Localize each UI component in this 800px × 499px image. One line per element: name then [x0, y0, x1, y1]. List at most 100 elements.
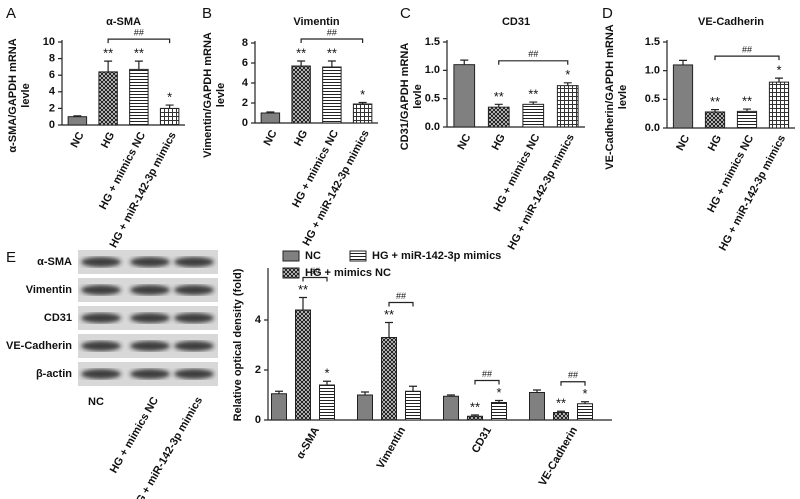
blot-band [130, 369, 170, 379]
chart-title: α-SMA [106, 16, 141, 28]
x-tick-label: HG [99, 130, 117, 150]
blot-lane-label: HG + mimics NC [108, 395, 161, 475]
legend-swatch [282, 267, 300, 279]
x-tick-label: NC [455, 132, 473, 152]
x-tick-label: CD31 [470, 425, 494, 455]
chart-title: CD31 [502, 16, 530, 28]
error-bar [557, 410, 565, 413]
x-tick-label: HG + miR-142-3p mimics [717, 133, 788, 253]
blot-row-label: VE-Cadherin [6, 340, 72, 352]
bracket-label: ## [528, 49, 538, 59]
significance: ** [298, 282, 308, 297]
bracket-label: ## [310, 266, 320, 276]
error-bar [327, 60, 336, 67]
y-tick-label: 2 [242, 97, 248, 109]
y-tick-label: 0.5 [645, 93, 660, 105]
y-axis-label: levle [215, 83, 227, 107]
bracket [107, 38, 171, 44]
error-bar [529, 101, 538, 105]
y-axis-label: levle [617, 85, 629, 109]
error-bar [533, 389, 541, 393]
bar [291, 65, 311, 124]
error-bar [323, 380, 331, 385]
bar [529, 392, 545, 421]
blot-lane-label: NC [88, 396, 104, 408]
bar [319, 384, 335, 421]
error-bar [297, 60, 306, 66]
bar [405, 390, 421, 421]
bracket-label: ## [396, 291, 406, 301]
bar [522, 103, 545, 128]
error-bar [104, 60, 113, 72]
significance: ** [134, 46, 144, 61]
error-bar [775, 77, 783, 83]
y-tick-label: 1.0 [425, 64, 440, 76]
error-bar [447, 394, 455, 397]
error-bar [494, 103, 503, 108]
y-tick-label: 2 [49, 102, 55, 114]
chart-title: Vimentin [293, 16, 340, 28]
bar [260, 112, 281, 124]
y-axis-label: levle [412, 84, 424, 108]
y-tick-label: 1.0 [645, 65, 660, 77]
blot-band [130, 313, 170, 323]
bar [352, 103, 373, 124]
blot-row-label: Vimentin [26, 284, 73, 296]
error-bar [73, 115, 82, 117]
x-tick-label: NC [262, 128, 280, 148]
blot-band [81, 285, 121, 295]
x-tick-label: α-SMA [294, 425, 322, 461]
bar [768, 81, 790, 129]
bracket-label: ## [742, 44, 752, 54]
y-tick-label: 1.5 [645, 36, 660, 48]
error-bar [460, 59, 469, 65]
significance: ** [296, 45, 306, 60]
blot-band [130, 341, 170, 351]
bracket [714, 55, 780, 61]
x-tick-label: VE-Cadherin [537, 425, 581, 488]
bar [467, 415, 483, 421]
x-tick-label: HG [490, 132, 508, 152]
bracket-label: ## [482, 369, 492, 379]
blot-band [130, 257, 170, 267]
bar [129, 68, 149, 126]
y-tick-label: 4 [255, 314, 262, 326]
x-tick-label: NC [674, 133, 692, 153]
y-tick-label: 6 [49, 69, 55, 81]
y-axis-label: Relative optical density (fold) [232, 268, 244, 421]
y-tick-label: 0 [49, 119, 55, 131]
panel-label: E [6, 249, 16, 266]
bracket [474, 379, 500, 385]
bar [443, 395, 459, 421]
bracket [560, 381, 586, 386]
error-bar [743, 108, 751, 112]
bracket-label: ## [327, 27, 337, 37]
legend-swatch [282, 250, 300, 262]
error-bar [563, 82, 572, 86]
bracket [498, 60, 569, 65]
panel-label: A [6, 5, 16, 22]
y-tick-label: 2 [255, 364, 261, 376]
error-bar [679, 59, 687, 65]
legend-label: HG + miR-142-3p mimics [372, 250, 501, 262]
error-bar [361, 391, 369, 395]
y-tick-label: 0.0 [425, 121, 440, 133]
bar [322, 66, 342, 124]
blot-row-label: α-SMA [37, 256, 72, 268]
bar [577, 403, 593, 421]
x-tick-label: Vimentin [375, 425, 409, 471]
x-tick-label: HG + miR-142-3p mimics [506, 132, 577, 252]
x-tick-label: HG [292, 128, 310, 148]
legend-swatch [349, 250, 367, 262]
bar [491, 402, 507, 421]
significance: ** [528, 87, 538, 102]
blot-row-label: β-actin [36, 368, 72, 380]
bar [357, 394, 373, 421]
y-axis-label: VE-Cadherin/GAPDH mRNA [604, 24, 616, 170]
error-bar [299, 296, 307, 310]
panel-label: B [202, 5, 212, 22]
bar [295, 309, 311, 421]
bar [67, 116, 88, 126]
bar [487, 106, 510, 128]
